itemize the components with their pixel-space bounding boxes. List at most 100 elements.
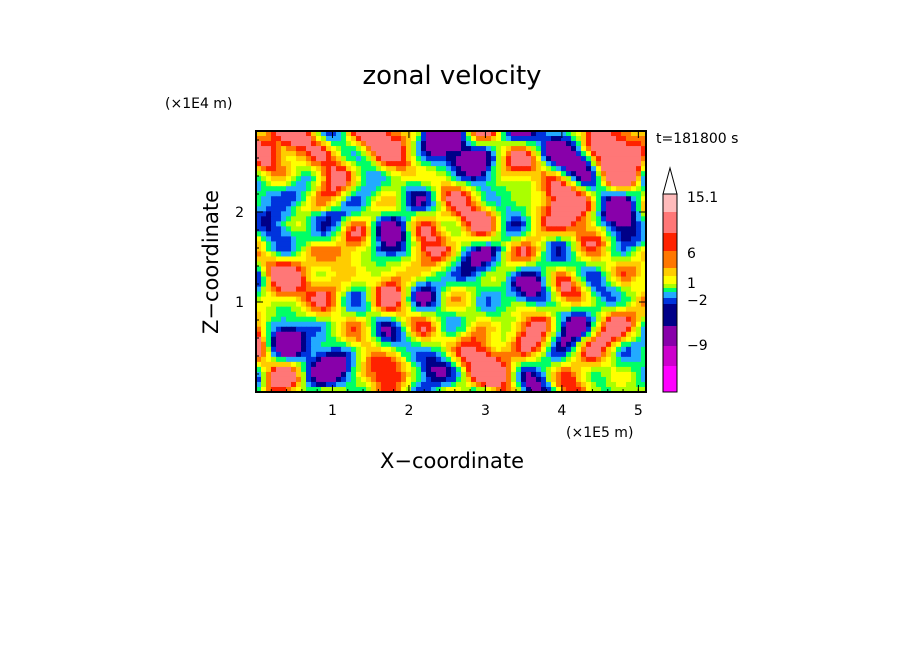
heatmap-cell — [486, 221, 492, 227]
heatmap-cell — [491, 251, 497, 258]
heatmap-cell — [566, 191, 572, 197]
heatmap-cell — [271, 231, 277, 237]
heatmap-cell — [486, 226, 492, 232]
heatmap-cell — [496, 211, 502, 217]
heatmap-cell — [286, 201, 292, 207]
heatmap-cell — [311, 371, 317, 378]
heatmap-cell — [446, 296, 452, 303]
heatmap-cell — [531, 181, 537, 187]
heatmap-cell — [361, 376, 367, 383]
heatmap-cell — [546, 196, 552, 202]
heatmap-cell — [306, 206, 312, 212]
heatmap-cell — [621, 141, 627, 147]
heatmap-cell — [326, 346, 332, 353]
heatmap-cell — [321, 161, 327, 167]
heatmap-cell — [521, 361, 527, 368]
heatmap-cell — [381, 241, 387, 248]
heatmap-cell — [536, 221, 542, 227]
heatmap-cell — [306, 216, 312, 222]
heatmap-cell — [476, 231, 482, 237]
heatmap-cell — [491, 311, 497, 318]
heatmap-cell — [556, 351, 562, 358]
heatmap-cell — [401, 236, 407, 243]
heatmap-cell — [561, 266, 567, 273]
heatmap-cell — [416, 276, 422, 283]
heatmap-cell — [471, 381, 477, 388]
heatmap-cell — [451, 211, 457, 217]
heatmap-cell — [516, 141, 522, 147]
heatmap-cell — [396, 236, 402, 243]
heatmap-cell — [431, 221, 437, 227]
heatmap-cell — [261, 381, 267, 388]
heatmap-cell — [376, 136, 382, 142]
heatmap-cell — [511, 331, 517, 338]
heatmap-cell — [541, 301, 547, 308]
heatmap-cell — [311, 136, 317, 142]
heatmap-cell — [396, 201, 402, 207]
heatmap-cell — [316, 371, 322, 378]
heatmap-cell — [546, 216, 552, 222]
heatmap-cell — [401, 241, 407, 248]
y-scale-label: (×1E4 m) — [165, 96, 232, 112]
heatmap-cell — [326, 381, 332, 388]
heatmap-cell — [431, 331, 437, 338]
heatmap-cell — [501, 141, 507, 147]
heatmap-cell — [566, 351, 572, 358]
heatmap-cell — [616, 361, 622, 368]
heatmap-cell — [551, 246, 557, 253]
heatmap-cell — [341, 231, 347, 237]
heatmap-cell — [511, 306, 517, 313]
heatmap-cell — [576, 191, 582, 197]
heatmap-cell — [266, 146, 272, 152]
heatmap-cell — [406, 201, 412, 207]
heatmap-cell — [426, 271, 432, 278]
heatmap-cell — [261, 281, 267, 288]
heatmap-cell — [371, 161, 377, 167]
heatmap-cell — [366, 301, 372, 308]
heatmap-cell — [546, 256, 552, 263]
heatmap-cell — [496, 376, 502, 383]
heatmap-cell — [371, 361, 377, 368]
heatmap-cell — [581, 161, 587, 167]
heatmap-cell — [261, 246, 267, 253]
heatmap-cell — [286, 276, 292, 283]
heatmap-cell — [411, 251, 417, 258]
heatmap-cell — [576, 326, 582, 333]
heatmap-cell — [486, 361, 492, 368]
heatmap-cell — [261, 156, 267, 162]
heatmap-cell — [416, 361, 422, 368]
heatmap-cell — [386, 141, 392, 147]
heatmap-cell — [466, 156, 472, 162]
heatmap-cell — [401, 191, 407, 197]
heatmap-cell — [536, 211, 542, 217]
heatmap-cell — [506, 361, 512, 368]
heatmap-cell — [341, 316, 347, 323]
heatmap-cell — [336, 171, 342, 177]
heatmap-cell — [366, 336, 372, 343]
heatmap-cell — [441, 376, 447, 383]
heatmap-cell — [561, 251, 567, 258]
heatmap-cell — [456, 326, 462, 333]
heatmap-cell — [556, 151, 562, 157]
heatmap-cell — [351, 186, 357, 192]
heatmap-cell — [556, 361, 562, 368]
heatmap-cell — [516, 341, 522, 348]
heatmap-cell — [541, 366, 547, 373]
heatmap-cell — [531, 261, 537, 268]
heatmap-cell — [426, 286, 432, 293]
heatmap-cell — [621, 361, 627, 368]
heatmap-cell — [601, 191, 607, 197]
heatmap-cell — [391, 321, 397, 328]
heatmap-cell — [526, 276, 532, 283]
heatmap-cell — [386, 236, 392, 243]
heatmap-cell — [351, 246, 357, 253]
heatmap-cell — [536, 171, 542, 177]
heatmap-cell — [541, 386, 547, 392]
heatmap-cell — [261, 251, 267, 258]
heatmap-cell — [611, 341, 617, 348]
heatmap-cell — [336, 286, 342, 293]
heatmap-cell — [316, 186, 322, 192]
heatmap-cell — [496, 306, 502, 313]
heatmap-cell — [496, 231, 502, 237]
heatmap-cell — [641, 196, 646, 202]
